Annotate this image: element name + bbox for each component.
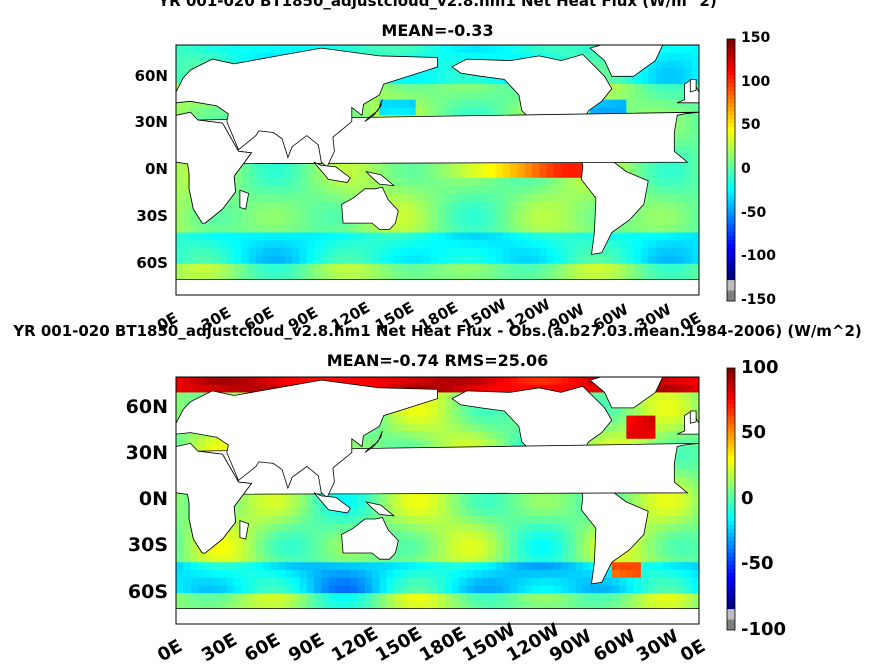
panel1-colorbar — [726, 38, 736, 302]
panel2-continents — [176, 377, 699, 624]
landmass — [176, 379, 438, 499]
panel1-y-tick: 30S — [136, 207, 168, 226]
panel1-colorbar-tick: 50 — [741, 117, 761, 134]
panel1-colorbar-tick: 150 — [741, 30, 771, 46]
landmass — [313, 161, 351, 183]
landmass — [580, 483, 649, 585]
panel1-colorbar-tick: -100 — [741, 248, 777, 265]
panel2-colorbar-tick: -50 — [741, 553, 774, 575]
panel1-colorbar-tick: 0 — [741, 161, 751, 177]
panel2-colorbar — [726, 367, 736, 631]
panel2-field — [176, 377, 699, 624]
landmass — [176, 111, 253, 224]
landmass — [341, 186, 399, 230]
panel2-y-tick: 30N — [125, 441, 168, 464]
landmass — [365, 501, 396, 517]
panel2-colorbar-tick: 50 — [741, 422, 767, 444]
landmass — [239, 189, 250, 210]
panel2-y-tick: 30S — [127, 534, 168, 557]
panel1-continents — [176, 45, 699, 295]
landmass — [364, 99, 383, 122]
panel1-field — [176, 45, 699, 295]
landmass — [589, 377, 664, 409]
panel2-colorbar-tick: 100 — [741, 356, 779, 378]
panel1-y-tick: 60S — [136, 254, 168, 272]
panel2-colorbar-tick: -100 — [741, 618, 787, 640]
landmass — [187, 443, 699, 554]
landmass — [341, 517, 399, 560]
landmass — [589, 45, 664, 77]
landmass — [176, 442, 253, 554]
panel2-colorbar-tick: 0 — [741, 487, 754, 509]
panel2-y-tick: 0N — [138, 488, 168, 511]
panel1-map — [175, 38, 736, 302]
panel2-frame — [175, 376, 700, 625]
panel1 — [0, 0, 875, 330]
landmass — [313, 492, 351, 514]
landmass — [176, 278, 699, 295]
landmass — [580, 152, 649, 255]
panel2-subtitle: MEAN=-0.74 RMS=25.06 — [326, 351, 549, 370]
panel2-y-tick: 60S — [127, 580, 168, 603]
panel2-title: YR 001-020 BT1850_adjustcloud_v2.8.hm1 N… — [13, 322, 862, 340]
landmass — [364, 430, 383, 453]
landmass — [689, 79, 697, 93]
panel2-y-tick: 60N — [125, 395, 168, 418]
panel1-subtitle: MEAN=-0.33 — [381, 21, 494, 40]
panel1-title: YR 001-020 BT1850_adjustcloud_v2.8.hm1 N… — [158, 0, 717, 10]
panel1-colorbar-tick: 100 — [741, 73, 771, 90]
landmass — [689, 410, 697, 424]
landmass — [451, 385, 613, 489]
panel1-y-tick: 0N — [145, 160, 168, 179]
landmass — [365, 170, 396, 187]
panel1-y-tick: 60N — [134, 66, 168, 85]
panel1-y-tick: 30N — [134, 113, 168, 132]
panel1-colorbar-tick: -50 — [741, 204, 767, 221]
landmass — [176, 47, 438, 168]
panel1-colorbar-tick: -150 — [741, 292, 777, 308]
landmass — [677, 410, 699, 435]
landmass — [239, 520, 250, 540]
panel1-frame — [175, 44, 700, 296]
